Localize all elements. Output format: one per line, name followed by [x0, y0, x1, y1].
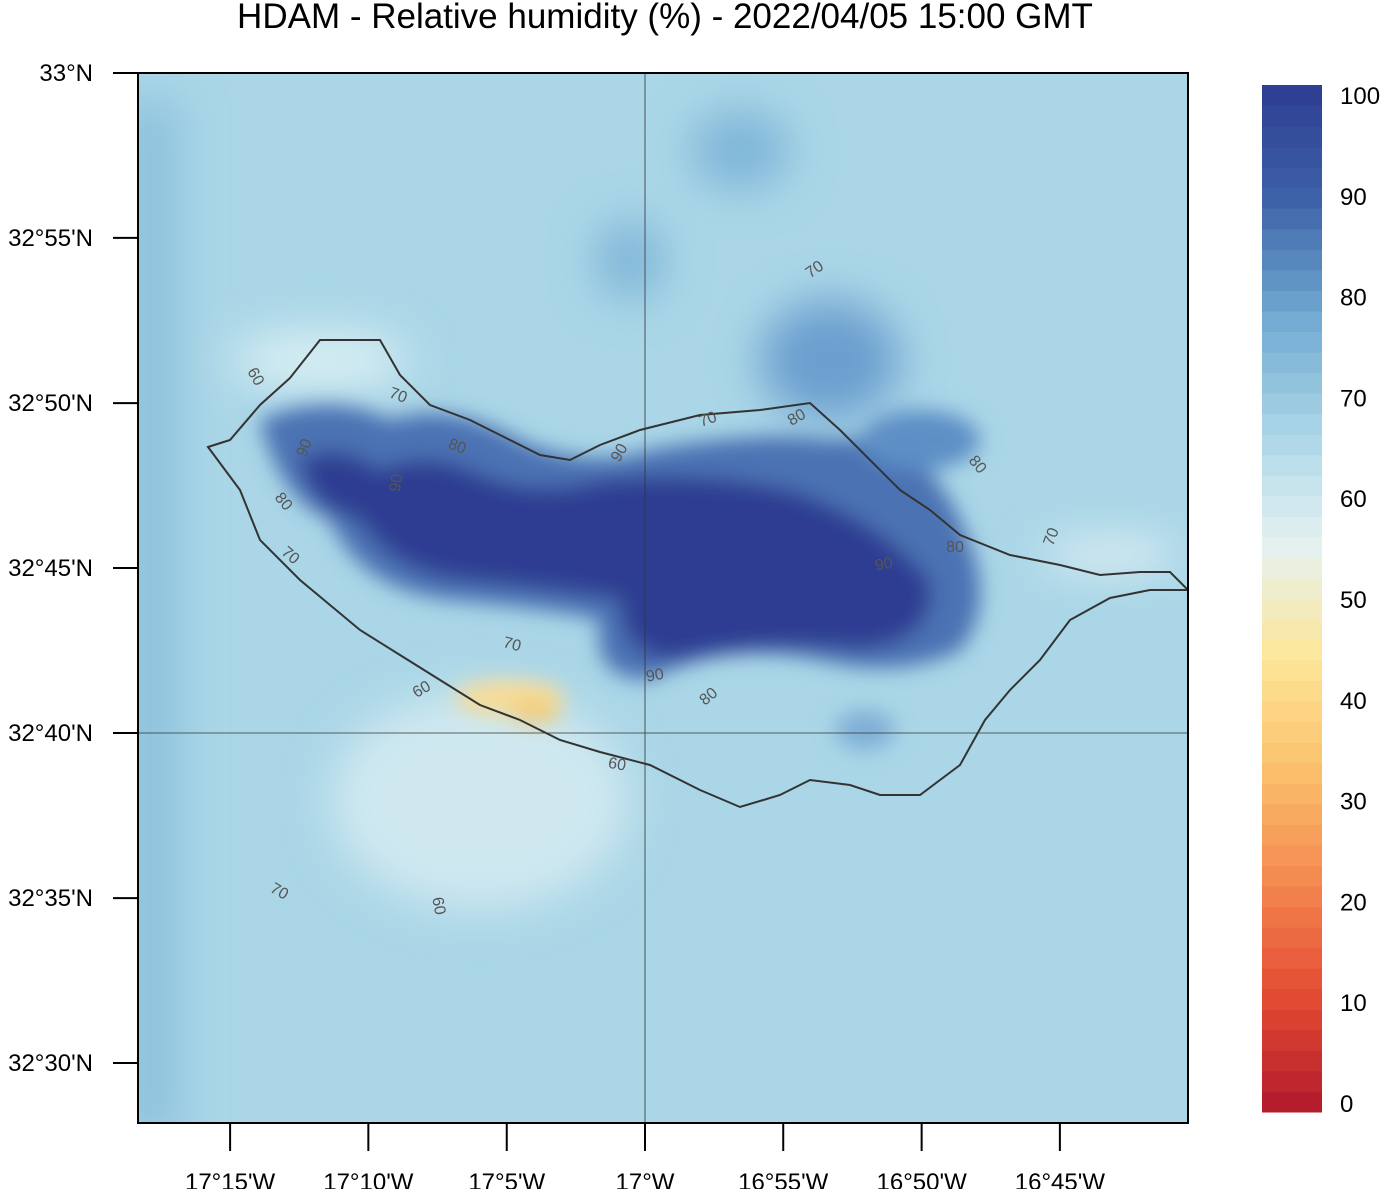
colorbar-tick-label: 60: [1340, 486, 1367, 513]
colorbar-segment: [1262, 413, 1322, 435]
colorbar-segment: [1262, 639, 1322, 661]
y-tick-label: 32°30'N: [8, 1050, 93, 1077]
x-tick-label: 17°5'W: [468, 1169, 545, 1189]
colorbar-segment: [1262, 577, 1322, 599]
contour-label: 60: [410, 678, 434, 702]
x-tick-label: 16°50'W: [877, 1169, 968, 1189]
colorbar-segment: [1262, 783, 1322, 805]
colorbar-segment: [1262, 105, 1322, 127]
colorbar-segment: [1262, 331, 1322, 353]
colorbar-segment: [1262, 393, 1322, 415]
colorbar-tick-label: 90: [1340, 184, 1367, 211]
y-tick-label: 32°55'N: [8, 225, 93, 252]
contour-label: 80: [785, 406, 809, 430]
contour-label: 60: [607, 755, 628, 775]
colorbar-tick-label: 70: [1340, 385, 1367, 412]
colorbar-segment: [1262, 475, 1322, 497]
colorbar-segment: [1262, 310, 1322, 332]
colorbar-segment: [1262, 167, 1322, 189]
colorbar-segment: [1262, 660, 1322, 682]
colorbar-segment: [1262, 454, 1322, 476]
y-tick-label: 33°N: [39, 60, 93, 87]
colorbar-segment: [1262, 187, 1322, 209]
colorbar-tick-label: 80: [1340, 285, 1367, 312]
x-tick-label: 16°55'W: [738, 1169, 829, 1189]
colorbar-segment: [1262, 906, 1322, 928]
colorbar-segment: [1262, 927, 1322, 949]
colorbar-tick-label: 40: [1340, 688, 1367, 715]
colorbar-segment: [1262, 701, 1322, 723]
colorbar-segment: [1262, 269, 1322, 291]
y-tick-label: 32°35'N: [8, 885, 93, 912]
x-tick-label: 17°10'W: [323, 1169, 414, 1189]
colorbar-tick-label: 30: [1340, 789, 1367, 816]
colorbar-tick-label: 20: [1340, 889, 1367, 916]
colorbar-segment: [1262, 249, 1322, 271]
contour-label: 70: [697, 409, 720, 431]
colorbar-segment: [1262, 824, 1322, 846]
colorbar-segment: [1262, 1050, 1322, 1072]
colorbar-segment: [1262, 352, 1322, 374]
contour-label: 60: [428, 896, 448, 917]
contour-label: 90: [608, 441, 632, 465]
contour-label: 70: [267, 880, 291, 904]
contour-label: 90: [387, 473, 407, 494]
colorbar-segment: [1262, 598, 1322, 620]
contour-label: 60: [243, 365, 267, 389]
colorbar-segment: [1262, 988, 1322, 1010]
y-tick-label: 32°45'N: [8, 555, 93, 582]
colorbar-segment: [1262, 762, 1322, 784]
colorbar-segment: [1262, 803, 1322, 825]
humidity-field: [138, 73, 1188, 1123]
colorbar-segment: [1262, 85, 1322, 107]
colorbar-segment: [1262, 844, 1322, 867]
colorbar-segment: [1262, 536, 1322, 558]
colorbar-segment: [1262, 1091, 1322, 1113]
colorbar-segment: [1262, 1009, 1322, 1031]
colorbar-segment: [1262, 1029, 1322, 1051]
colorbar-segment: [1262, 968, 1322, 990]
contour-label: 90: [874, 555, 895, 575]
contour-label: 70: [501, 634, 523, 655]
colorbar-segment: [1262, 865, 1322, 887]
colorbar-segment: [1262, 146, 1322, 168]
colorbar-segment: [1262, 372, 1322, 394]
colorbar-segment: [1262, 434, 1322, 456]
coastline: [206, 339, 1188, 809]
colorbar-segment: [1262, 495, 1322, 517]
colorbar-segment: [1262, 886, 1322, 908]
colorbar-segment: [1262, 721, 1322, 743]
contour-label: 90: [645, 666, 666, 686]
x-tick-label: 17°15'W: [185, 1169, 276, 1189]
contour-label: 80: [946, 539, 964, 556]
contour-label: 90: [294, 437, 316, 460]
colorbar-segment: [1262, 516, 1322, 538]
colorbar-segment: [1262, 208, 1322, 230]
chart-title: HDAM - Relative humidity (%) - 2022/04/0…: [237, 0, 1093, 36]
colorbar-segment: [1262, 228, 1322, 250]
plot-frame: [137, 72, 1189, 1124]
colorbar: 0 10 20 30 40 50 60 70 80 90 100: [1262, 83, 1380, 1118]
colorbar-tick-label: 0: [1340, 1091, 1353, 1118]
colorbar-tick-label: 100: [1340, 83, 1380, 110]
colorbar-segment: [1262, 742, 1322, 764]
contour-label: 70: [1041, 526, 1063, 549]
colorbar-segment: [1262, 619, 1322, 641]
x-tick-label: 16°45'W: [1015, 1169, 1106, 1189]
colorbar-segment: [1262, 1070, 1322, 1092]
contour-label: 80: [446, 436, 469, 458]
colorbar-segment: [1262, 947, 1322, 969]
colorbar-segment: [1262, 126, 1322, 148]
colorbar-segment: [1262, 680, 1322, 702]
colorbar-tick-label: 10: [1340, 990, 1367, 1017]
contour-label: 70: [387, 385, 410, 407]
colorbar-segment: [1262, 557, 1322, 579]
x-tick-label: 17°W: [616, 1169, 675, 1189]
y-tick-label: 32°50'N: [8, 390, 93, 417]
colorbar-tick-label: 50: [1340, 587, 1367, 614]
y-tick-label: 32°40'N: [8, 720, 93, 747]
colorbar-segment: [1262, 290, 1322, 312]
